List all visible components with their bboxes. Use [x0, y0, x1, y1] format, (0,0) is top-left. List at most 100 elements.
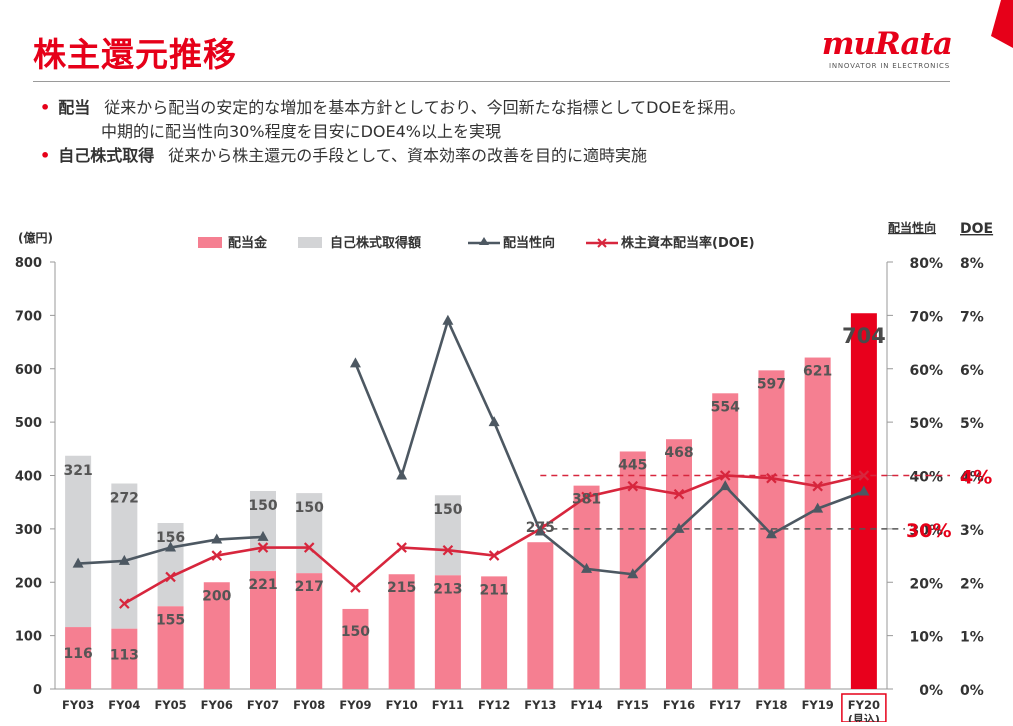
y2-tick-label: 30% — [909, 523, 943, 539]
x-tick-label: FY14 — [570, 698, 602, 712]
bullet-label: 自己株式取得 — [58, 146, 155, 165]
dividend-bar — [342, 608, 369, 689]
y-tick-label: 400 — [15, 470, 42, 485]
y2-tick-label: 0% — [919, 683, 943, 699]
x-tick-label: FY10 — [386, 698, 418, 712]
y3-tick-label: 5% — [960, 416, 984, 432]
doe-point — [812, 480, 823, 492]
bullet-buyback: • 自己株式取得 従来から株主還元の手段として、資本効率の改善を目的に適時実施 — [40, 144, 745, 168]
dividend-bar — [712, 393, 739, 689]
x-tick-label: FY03 — [62, 698, 94, 712]
x-tick-label: FY09 — [339, 698, 371, 712]
dividend-label: 221 — [248, 577, 277, 593]
doe-point — [350, 582, 361, 593]
bullet-list: • 配当 従来から配当の安定的な増加を基本方針としており、今回新たな指標としてDOE… — [40, 96, 745, 168]
y3-tick-label: 3% — [960, 523, 984, 539]
doe-point — [581, 491, 592, 503]
y-tick-label: 800 — [15, 256, 42, 271]
bullet-dividend: • 配当 従来から配当の安定的な増加を基本方針としており、今回新たな指標としてDOE… — [40, 96, 745, 120]
dividend-bar — [481, 576, 508, 689]
dividend-label: 211 — [479, 582, 508, 598]
doe-point — [165, 571, 176, 583]
doe-point — [858, 470, 870, 481]
buyback-label: 321 — [63, 463, 92, 479]
payout-point — [581, 562, 593, 573]
doe-point — [119, 598, 130, 609]
y3-axis-title: DOE — [960, 221, 993, 237]
buyback-bar — [157, 523, 184, 607]
dividend-label: 150 — [341, 624, 370, 640]
buyback-bar — [65, 455, 92, 628]
x-tick-label: FY08 — [293, 698, 325, 712]
payout-point — [858, 485, 870, 496]
y-tick-label: 300 — [15, 523, 42, 538]
y-axis-unit: (億円) — [18, 230, 53, 245]
dividend-bar — [65, 627, 92, 689]
legend-marker-payout — [479, 237, 489, 245]
y2-axis-title: 配当性向 — [888, 220, 936, 235]
doe-point — [396, 542, 407, 553]
dividend-label: 381 — [572, 492, 601, 508]
dividend-bar — [804, 357, 831, 689]
payout-point — [673, 522, 685, 533]
dividend-label: 213 — [433, 581, 462, 597]
x-tick-label: FY11 — [432, 698, 464, 712]
dividend-label: 113 — [110, 648, 139, 664]
dividend-label: 217 — [295, 579, 324, 595]
y-tick-label: 200 — [15, 576, 42, 591]
legend-marker-doe — [597, 238, 607, 248]
dividend-bar — [666, 439, 692, 689]
payout-point — [211, 533, 223, 544]
y2-tick-label: 50% — [909, 416, 943, 432]
bullet-dot-icon: • — [40, 146, 51, 165]
buyback-bar — [434, 495, 461, 576]
y2-tick-label: 60% — [909, 363, 943, 379]
reference-label-payout: 30% — [906, 520, 951, 542]
y2-tick-label: 80% — [909, 256, 943, 272]
payout-point — [442, 314, 454, 325]
buyback-label: 150 — [248, 498, 277, 514]
payout-point — [534, 525, 546, 536]
x-tick-label: FY15 — [617, 698, 649, 712]
dividend-bar — [434, 575, 461, 689]
x-tick-sublabel: (見込) — [848, 712, 880, 722]
legend-swatch-buyback — [298, 237, 322, 248]
corner-tab-decoration — [991, 0, 1013, 48]
buyback-label: 156 — [156, 530, 185, 546]
dividend-label-highlight: 704 — [842, 324, 886, 348]
y-tick-label: 700 — [15, 309, 42, 324]
y2-tick-label: 40% — [909, 470, 943, 486]
dividend-bar — [157, 606, 184, 689]
y2-tick-label: 10% — [909, 630, 943, 646]
payout-point — [488, 416, 500, 427]
y3-tick-label: 4% — [960, 470, 984, 486]
doe-point — [719, 470, 731, 481]
payout-line — [354, 317, 865, 576]
x-tick-label: FY05 — [154, 698, 186, 712]
doe-point — [303, 542, 315, 553]
dividend-label: 275 — [526, 520, 555, 536]
y-tick-label: 500 — [15, 416, 42, 431]
reference-label-doe: 4% — [960, 467, 992, 489]
x-tick-label: FY17 — [709, 698, 741, 712]
y2-tick-label: 70% — [909, 309, 943, 325]
dividend-label: 554 — [711, 399, 740, 415]
payout-point — [719, 480, 731, 491]
payout-point — [165, 541, 177, 552]
payout-point — [349, 357, 361, 368]
doe-point — [211, 550, 223, 561]
chart-svg: 0 0% 0% 100 10% 1% 200 20% 2% 300 30% 3% 400 40% 4% 500… — [15, 220, 993, 726]
dividend-bar — [203, 582, 230, 689]
legend-swatch-dividend — [198, 237, 222, 248]
y2-tick-label: 20% — [909, 576, 943, 592]
payout-point — [72, 557, 84, 568]
dividend-label: 445 — [618, 457, 647, 473]
y3-tick-label: 2% — [960, 576, 984, 592]
y-tick-label: 600 — [15, 363, 42, 378]
x-tick-label: FY16 — [663, 698, 695, 712]
dividend-bar — [527, 542, 554, 689]
buyback-label: 150 — [433, 502, 462, 518]
payout-point — [396, 469, 408, 480]
x-tick-label: FY12 — [478, 698, 510, 712]
doe-point — [673, 488, 685, 500]
